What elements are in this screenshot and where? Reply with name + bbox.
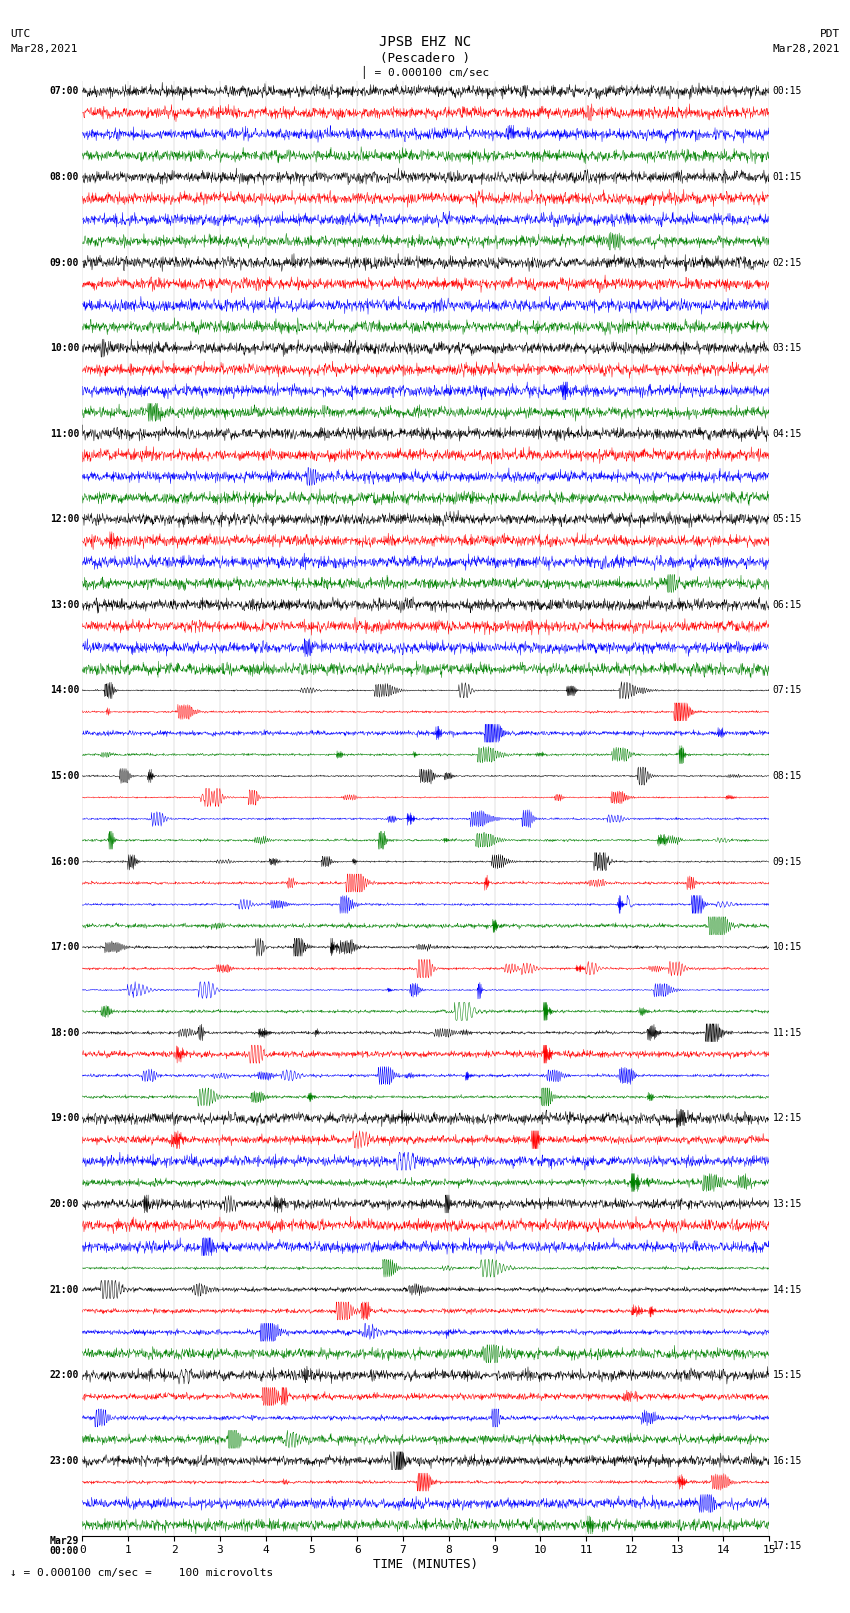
Text: 05:15: 05:15 — [773, 515, 802, 524]
Text: 17:00: 17:00 — [49, 942, 79, 952]
Text: 13:00: 13:00 — [49, 600, 79, 610]
Text: 19:00: 19:00 — [49, 1113, 79, 1123]
Text: 00:00: 00:00 — [49, 1547, 79, 1557]
Text: 18:00: 18:00 — [49, 1027, 79, 1037]
Text: 06:15: 06:15 — [773, 600, 802, 610]
Text: Mar29: Mar29 — [49, 1536, 79, 1547]
Text: Mar28,2021: Mar28,2021 — [10, 44, 77, 53]
Text: 17:15: 17:15 — [773, 1542, 802, 1552]
Text: 01:15: 01:15 — [773, 173, 802, 182]
Text: 08:15: 08:15 — [773, 771, 802, 781]
Text: 02:15: 02:15 — [773, 258, 802, 268]
Text: 10:00: 10:00 — [49, 344, 79, 353]
Text: 10:15: 10:15 — [773, 942, 802, 952]
Text: 08:00: 08:00 — [49, 173, 79, 182]
Text: 14:00: 14:00 — [49, 686, 79, 695]
Text: 15:15: 15:15 — [773, 1369, 802, 1381]
Text: 07:00: 07:00 — [49, 87, 79, 97]
Text: 22:00: 22:00 — [49, 1369, 79, 1381]
Text: 12:00: 12:00 — [49, 515, 79, 524]
Text: 12:15: 12:15 — [773, 1113, 802, 1123]
Text: UTC: UTC — [10, 29, 31, 39]
Text: 15:00: 15:00 — [49, 771, 79, 781]
Text: 16:15: 16:15 — [773, 1455, 802, 1466]
Text: ↓ = 0.000100 cm/sec =    100 microvolts: ↓ = 0.000100 cm/sec = 100 microvolts — [10, 1568, 274, 1578]
Text: (Pescadero ): (Pescadero ) — [380, 52, 470, 65]
Text: 11:00: 11:00 — [49, 429, 79, 439]
X-axis label: TIME (MINUTES): TIME (MINUTES) — [373, 1558, 479, 1571]
Text: PDT: PDT — [819, 29, 840, 39]
Text: 21:00: 21:00 — [49, 1284, 79, 1295]
Text: │ = 0.000100 cm/sec: │ = 0.000100 cm/sec — [361, 66, 489, 79]
Text: 20:00: 20:00 — [49, 1198, 79, 1208]
Text: 13:15: 13:15 — [773, 1198, 802, 1208]
Text: 14:15: 14:15 — [773, 1284, 802, 1295]
Text: 09:15: 09:15 — [773, 857, 802, 866]
Text: 09:00: 09:00 — [49, 258, 79, 268]
Text: 07:15: 07:15 — [773, 686, 802, 695]
Text: 04:15: 04:15 — [773, 429, 802, 439]
Text: JPSB EHZ NC: JPSB EHZ NC — [379, 35, 471, 50]
Text: 00:15: 00:15 — [773, 87, 802, 97]
Text: 16:00: 16:00 — [49, 857, 79, 866]
Text: 03:15: 03:15 — [773, 344, 802, 353]
Text: 23:00: 23:00 — [49, 1455, 79, 1466]
Text: 11:15: 11:15 — [773, 1027, 802, 1037]
Text: Mar28,2021: Mar28,2021 — [773, 44, 840, 53]
